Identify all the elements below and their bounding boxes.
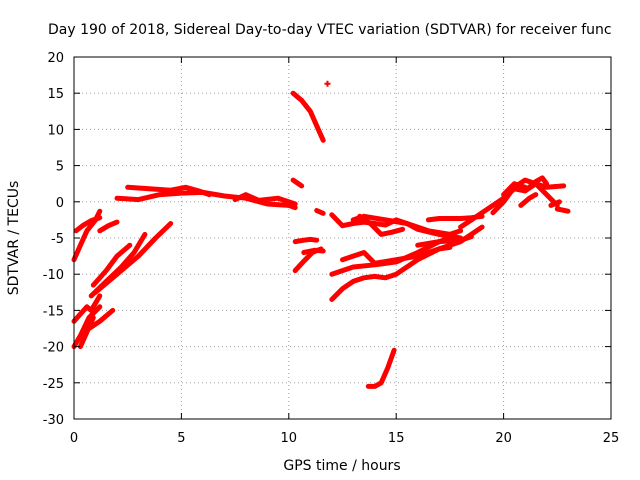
series-arc-31 <box>501 181 528 198</box>
y-tick-label: 15 <box>47 87 64 102</box>
series-arc-14 <box>290 177 305 189</box>
x-axis-label: GPS time / hours <box>283 458 400 474</box>
series-arc-33 <box>518 192 539 208</box>
series-arc-35 <box>548 199 562 208</box>
series-arc-24 <box>350 213 464 237</box>
series-arc-04 <box>71 304 103 350</box>
y-tick-label: 5 <box>56 160 64 175</box>
x-tick-label: 20 <box>495 431 512 446</box>
y-tick-label: 20 <box>47 51 64 66</box>
series-point-01 <box>324 80 331 87</box>
y-tick-label: 10 <box>47 123 64 138</box>
series-arc-16 <box>292 236 320 245</box>
y-tick-label: -30 <box>43 413 64 428</box>
series-arc-03 <box>71 293 103 324</box>
x-tick-label: 5 <box>177 431 185 446</box>
x-tick-label: 25 <box>603 431 620 446</box>
series-arc-23 <box>357 213 406 237</box>
x-tick-label: 15 <box>388 431 405 446</box>
series-arc-19 <box>314 208 326 216</box>
series-arc-12 <box>114 189 298 211</box>
y-tick-label: -10 <box>43 268 64 283</box>
chart-title: Day 190 of 2018, Sidereal Day-to-day VTE… <box>48 22 612 38</box>
series-arc-09 <box>90 242 133 288</box>
y-tick-label: -25 <box>43 377 64 392</box>
series-arc-26 <box>415 234 474 248</box>
series-arc-05 <box>77 315 96 350</box>
series-layer <box>71 80 571 389</box>
x-tick-label: 0 <box>70 431 78 446</box>
tick-labels: 0 5 10 15 20 25 20 15 10 5 0 -5 -10 -15 -20 -25 -30 <box>43 51 620 446</box>
series-arc-18 <box>301 247 326 255</box>
y-tick-label: -5 <box>51 232 64 247</box>
series-arc-13 <box>232 192 298 207</box>
y-tick-label: -20 <box>43 341 64 356</box>
series-arc-30 <box>490 177 560 216</box>
y-tick-label: 0 <box>56 196 64 211</box>
x-tick-label: 10 <box>281 431 298 446</box>
grid-layer <box>74 57 611 419</box>
series-arc-06 <box>86 307 116 331</box>
series-arc-34 <box>554 206 571 214</box>
series-arc-02 <box>73 215 103 234</box>
series-arc-10 <box>97 219 120 234</box>
y-axis-label: SDTVAR / TECUs <box>6 181 22 296</box>
y-tick-label: -15 <box>43 304 64 319</box>
series-arc-27 <box>365 347 397 389</box>
series-arc-08 <box>93 221 174 295</box>
series-arc-15 <box>290 90 326 143</box>
series-arc-32 <box>522 175 550 194</box>
